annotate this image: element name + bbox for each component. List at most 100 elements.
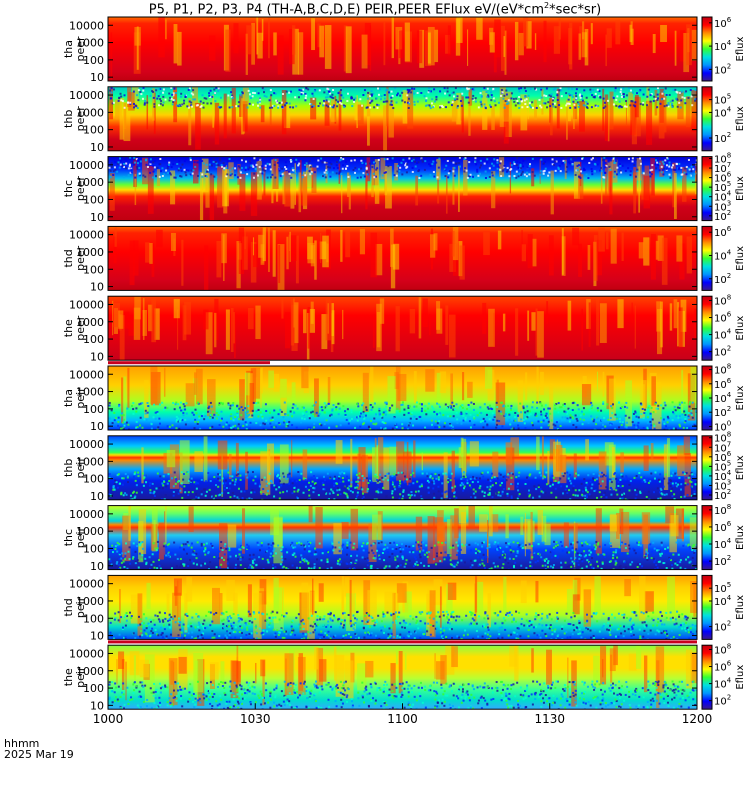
panel-species-label: peer: [74, 106, 87, 132]
colorbar-label: Eflux: [735, 106, 746, 131]
panel-frame: [107, 86, 698, 152]
date-label: 2025 Mar 19: [4, 748, 74, 761]
colorbar-tick-label: 104: [714, 248, 732, 262]
colorbar-tick-label: 102: [714, 488, 731, 502]
colorbar-label: Eflux: [735, 36, 746, 61]
energy-tick-label: 10: [90, 699, 104, 712]
colorbar: [701, 225, 713, 291]
panel-probe-label: the: [62, 668, 75, 686]
energy-tick-label: 1000: [76, 246, 104, 259]
colorbar-tick-label: 102: [714, 62, 731, 76]
panel-frame: [107, 156, 698, 222]
colorbar-tick-label: 106: [714, 225, 732, 239]
panel-probe-label: tha: [62, 40, 75, 58]
colorbar-tick-label: 106: [714, 377, 732, 391]
colorbar-tick-label: 102: [714, 405, 731, 419]
energy-tick-label: 10: [90, 420, 104, 433]
energy-tick-label: 10000: [69, 159, 104, 172]
energy-tick-label: 10: [90, 490, 104, 503]
energy-tick-label: 1000: [76, 37, 104, 50]
energy-tick-label: 1000: [76, 386, 104, 399]
colorbar-tick-label: 104: [714, 537, 732, 551]
panel-species-label: peir: [74, 526, 87, 548]
panel-frame: [107, 574, 698, 640]
colorbar-label: Eflux: [735, 665, 746, 690]
energy-tick-label: 10000: [69, 647, 104, 660]
panel-frame: [107, 365, 698, 431]
energy-tick-label: 10000: [69, 578, 104, 591]
time-tick-label: 1100: [387, 712, 418, 726]
energy-tick-label: 1000: [76, 106, 104, 119]
colorbar-tick-label: 106: [714, 660, 732, 674]
energy-tick-label: 100: [83, 473, 104, 486]
data-flag-bar: [108, 640, 697, 644]
panel-species-label: peer: [74, 245, 87, 271]
colorbar: [701, 16, 713, 82]
panel-probe-label: thd: [62, 249, 75, 267]
energy-tick-label: 100: [83, 193, 104, 206]
colorbar-tick-label: 106: [714, 311, 732, 325]
colorbar-tick-label: 104: [714, 328, 732, 342]
energy-tick-label: 100: [83, 124, 104, 137]
time-tick-label: 1000: [93, 712, 124, 726]
energy-tick-label: 10: [90, 211, 104, 224]
panel-frame: [107, 16, 698, 82]
colorbar-tick-label: 102: [714, 345, 731, 359]
panel-species-label: peir: [74, 387, 87, 409]
colorbar-tick-label: 104: [714, 105, 732, 119]
colorbar-tick-label: 104: [714, 39, 732, 53]
title-exponent: 2: [543, 1, 550, 10]
energy-tick-label: 1000: [76, 665, 104, 678]
time-tick-label: 1200: [682, 712, 713, 726]
panel-the-peir: 10000 1000 100 10 the peir 108 106 104 102 Eflux: [62, 642, 746, 712]
colorbar-tick-label: 104: [714, 677, 732, 691]
panel-thd-peer: 10000 1000 100 10 thd peer 106 104 102 Eflux: [62, 225, 746, 293]
energy-tick-label: 10000: [69, 19, 104, 32]
energy-tick-label: 1000: [76, 455, 104, 468]
colorbar-label: Eflux: [735, 595, 746, 620]
colorbar-tick-label: 108: [714, 503, 731, 517]
data-flag-bar: [108, 361, 270, 365]
energy-tick-label: 100: [83, 263, 104, 276]
panel-tha-peer: 10000 1000 100 10 tha peer 106 104 102 Eflux: [62, 16, 746, 84]
colorbar-tick-label: 102: [714, 620, 731, 634]
panel-probe-label: thc: [62, 180, 75, 197]
panel-frame: [107, 295, 698, 361]
colorbar: [701, 86, 713, 152]
time-tick-label: 1030: [240, 712, 271, 726]
energy-tick-label: 1000: [76, 525, 104, 538]
time-unit-label: hhmm: [4, 737, 40, 750]
colorbar-label: Eflux: [735, 316, 746, 341]
title-suffix: *sec*sr): [549, 2, 602, 18]
panel-frame: [107, 435, 698, 501]
energy-tick-label: 1000: [76, 595, 104, 608]
energy-tick-label: 10000: [69, 89, 104, 102]
colorbar-label: Eflux: [735, 246, 746, 271]
panel-probe-label: tha: [62, 389, 75, 407]
title-prefix: P5, P1, P2, P3, P4 (TH-A,B,C,D,E) PEIR,P…: [148, 2, 544, 18]
colorbar-tick-label: 102: [714, 209, 731, 223]
colorbar-tick-label: 104: [714, 391, 732, 405]
panel-the-peer: 10000 1000 100 10 the peer 108 106 104 102 Eflux: [62, 293, 746, 363]
energy-tick-label: 10: [90, 350, 104, 363]
colorbar-tick-label: 104: [714, 594, 732, 608]
panel-probe-label: the: [62, 319, 75, 337]
panel-probe-label: thd: [62, 598, 75, 616]
panel-species-label: peer: [74, 315, 87, 341]
colorbar-tick-label: 108: [714, 293, 731, 307]
energy-tick-label: 100: [83, 54, 104, 67]
colorbar-label: Eflux: [735, 525, 746, 550]
colorbar: [701, 574, 713, 640]
panel-probe-label: thb: [62, 110, 75, 128]
spectrogram-the-peer: [108, 296, 697, 361]
panel-species-label: peer: [74, 36, 87, 62]
panel-species-label: peir: [74, 596, 87, 618]
panel-species-label: peer: [74, 176, 87, 202]
energy-tick-label: 10000: [69, 229, 104, 242]
energy-tick-label: 10: [90, 281, 104, 294]
energy-tick-label: 10000: [69, 438, 104, 451]
